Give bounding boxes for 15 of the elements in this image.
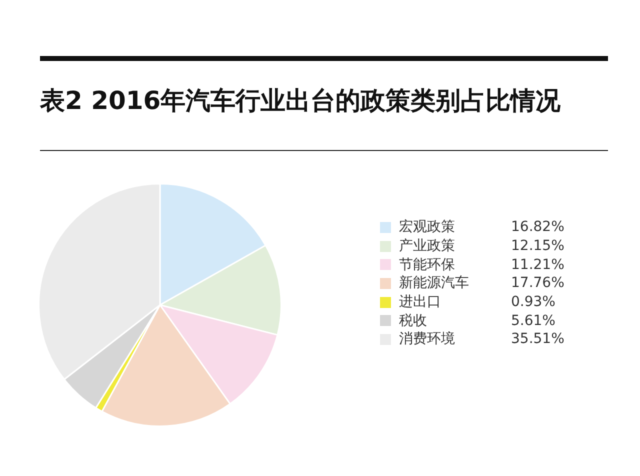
legend-label: 进出口	[399, 293, 442, 312]
legend-label: 消费环境	[399, 330, 456, 348]
legend-label: 节能环保	[399, 256, 456, 274]
legend-label: 宏观政策	[399, 218, 456, 236]
data-label: 16.82%	[511, 219, 564, 236]
data-label: 17.76%	[511, 275, 564, 292]
data-label: 35.51%	[511, 331, 564, 348]
chart-title: 表2 2016年汽车行业出台的政策类别占比情况	[40, 85, 561, 117]
legend-label: 税收	[399, 312, 428, 330]
legend-label: 产业政策	[399, 237, 456, 256]
data-label: 11.21%	[511, 256, 564, 273]
data-label: 5.61%	[511, 312, 556, 329]
legend-label: 新能源汽车	[399, 274, 470, 292]
data-label: 0.93%	[511, 294, 556, 310]
data-label: 12.15%	[511, 238, 564, 254]
